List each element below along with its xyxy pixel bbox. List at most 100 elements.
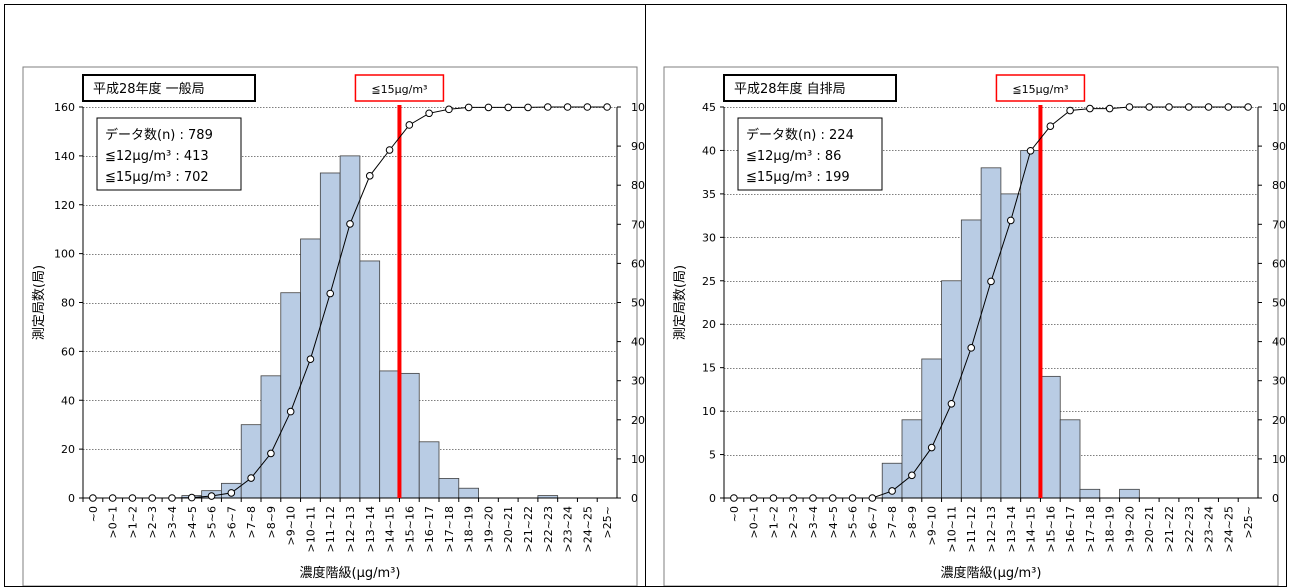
cumulative-point->0~1: [749, 494, 758, 502]
y-tick-label-right: 30: [631, 375, 645, 388]
bar->11~12: [960, 219, 982, 499]
x-tick-label: >24~25: [581, 506, 594, 552]
y-tick-label-right: 10: [1272, 453, 1286, 466]
x-tick-label: >2~3: [146, 506, 159, 538]
threshold-label: ≦15μg/m³: [371, 83, 427, 96]
cumulative-point->9~10: [286, 407, 295, 416]
y-tick-label-right: 40: [1272, 336, 1286, 349]
cumulative-point->25~: [1244, 103, 1252, 111]
x-tick-label: >25~: [1242, 506, 1255, 538]
bar->16~17: [1059, 419, 1081, 499]
bar->8~9: [260, 375, 282, 499]
x-tick-label: >10~11: [304, 506, 317, 552]
cumulative-point->2~3: [789, 494, 798, 502]
x-tick-label: >5~6: [206, 506, 219, 538]
y-tick-label-right: 60: [1272, 257, 1286, 270]
x-tick-label: ~0: [87, 506, 100, 522]
y-tick-label-left: 25: [702, 275, 716, 288]
cumulative-point->14~15: [385, 146, 394, 154]
cumulative-point->14~15: [1026, 146, 1035, 155]
cumulative-point->9~10: [927, 443, 936, 452]
cumulative-point->7~8: [888, 487, 896, 495]
y-tick-label-right: 70: [1272, 218, 1286, 231]
x-tick-label: >14~15: [384, 506, 397, 552]
cumulative-point->17~18: [1086, 104, 1094, 113]
y-tick-label-left: 40: [702, 144, 716, 157]
x-axis-title: 濃度階級(μg/m³): [941, 565, 1042, 581]
cumulative-point->23~24: [1204, 103, 1213, 111]
y-tick-label-right: 90: [631, 140, 645, 153]
chart-title: 平成28年度 自排局: [734, 81, 846, 97]
x-tick-label: >21~22: [522, 506, 535, 552]
cumulative-point->16~17: [425, 109, 433, 118]
bar->9~10: [921, 358, 942, 499]
x-tick-label: >16~17: [423, 506, 436, 552]
stats-line: ≦15μg/m³ : 702: [105, 170, 209, 185]
cumulative-point->10~11: [306, 355, 315, 363]
cumulative-point->6~7: [868, 494, 877, 502]
y-tick-label-right: 30: [1272, 375, 1286, 388]
chart-panel-roadside: 0 5 10 15 20 25 30 35 40 45 0 10 20 30 40 50 60 70 80 90 100…: [645, 4, 1287, 587]
x-tick-label: >1~2: [767, 506, 780, 538]
bar->13~14: [359, 260, 381, 499]
x-tick-label: >4~5: [827, 506, 840, 538]
x-tick-label: >4~5: [186, 506, 199, 538]
x-tick-label: >1~2: [126, 506, 139, 538]
y-tick-label-left: 140: [54, 150, 75, 163]
cumulative-point->20~21: [504, 103, 513, 112]
x-axis-title: 濃度階級(μg/m³): [300, 565, 401, 581]
cumulative-point->4~5: [187, 493, 196, 502]
stats-line: ≦15μg/m³ : 199: [746, 170, 850, 185]
y-tick-label-right: 40: [631, 336, 645, 349]
x-tick-label: >12~13: [344, 506, 357, 552]
y-tick-label-left: 0: [68, 492, 75, 505]
x-tick-label: >7~8: [886, 506, 899, 538]
y-tick-label-right: 20: [631, 414, 645, 427]
stats-box: [737, 117, 883, 191]
x-tick-label: >15~16: [1044, 506, 1057, 552]
x-tick-label: >18~19: [463, 506, 476, 552]
cumulative-point-~0: [730, 494, 738, 502]
x-tick-label: >16~17: [1064, 506, 1077, 552]
bar->12~13: [980, 167, 1002, 499]
cumulative-point->20~21: [1145, 103, 1154, 111]
x-tick-label: >5~6: [847, 506, 860, 538]
cumulative-point->13~14: [1006, 216, 1015, 225]
title-box: [723, 74, 897, 102]
cumulative-point->23~24: [563, 103, 572, 111]
y-tick-label-left: 10: [702, 405, 716, 418]
bar->17~18: [438, 478, 460, 499]
bar->15~16: [1040, 375, 1061, 499]
title-box: [82, 74, 256, 102]
cumulative-point->13~14: [365, 172, 374, 180]
x-tick-label: >10~11: [945, 506, 958, 552]
cumulative-point->4~5: [828, 494, 837, 502]
x-tick-label: >6~7: [866, 506, 879, 538]
y-tick-label-right: 100: [1272, 101, 1286, 114]
y-tick-label-left: 60: [61, 345, 75, 358]
x-tick-label: >2~3: [787, 506, 800, 538]
y-tick-label-right: 60: [631, 257, 645, 270]
stats-line: ≦12μg/m³ : 413: [105, 149, 209, 164]
cumulative-point->3~4: [809, 494, 817, 502]
x-tick-label: >8~9: [906, 506, 919, 538]
y-tick-label-right: 50: [631, 297, 645, 310]
cumulative-point->12~13: [987, 277, 995, 286]
cumulative-point->19~20: [1125, 103, 1134, 111]
y-tick-label-right: 90: [1272, 140, 1286, 153]
x-tick-label: >3~4: [807, 506, 820, 538]
bar->7~8: [240, 424, 262, 499]
y-tick-label-left: 20: [61, 443, 75, 456]
cumulative-point->18~19: [1105, 104, 1114, 113]
x-tick-label: >6~7: [225, 506, 238, 538]
y-tick-label-left: 160: [54, 101, 75, 114]
cumulative-point->21~22: [1165, 103, 1173, 111]
threshold-label: ≦15μg/m³: [1012, 83, 1068, 96]
x-tick-label: >11~12: [965, 506, 978, 552]
stats-box: [96, 117, 242, 191]
cumulative-point->8~9: [267, 449, 275, 458]
x-tick-label: >12~13: [985, 506, 998, 552]
x-tick-label: >20~21: [502, 506, 515, 552]
cumulative-point->24~25: [1224, 103, 1233, 111]
